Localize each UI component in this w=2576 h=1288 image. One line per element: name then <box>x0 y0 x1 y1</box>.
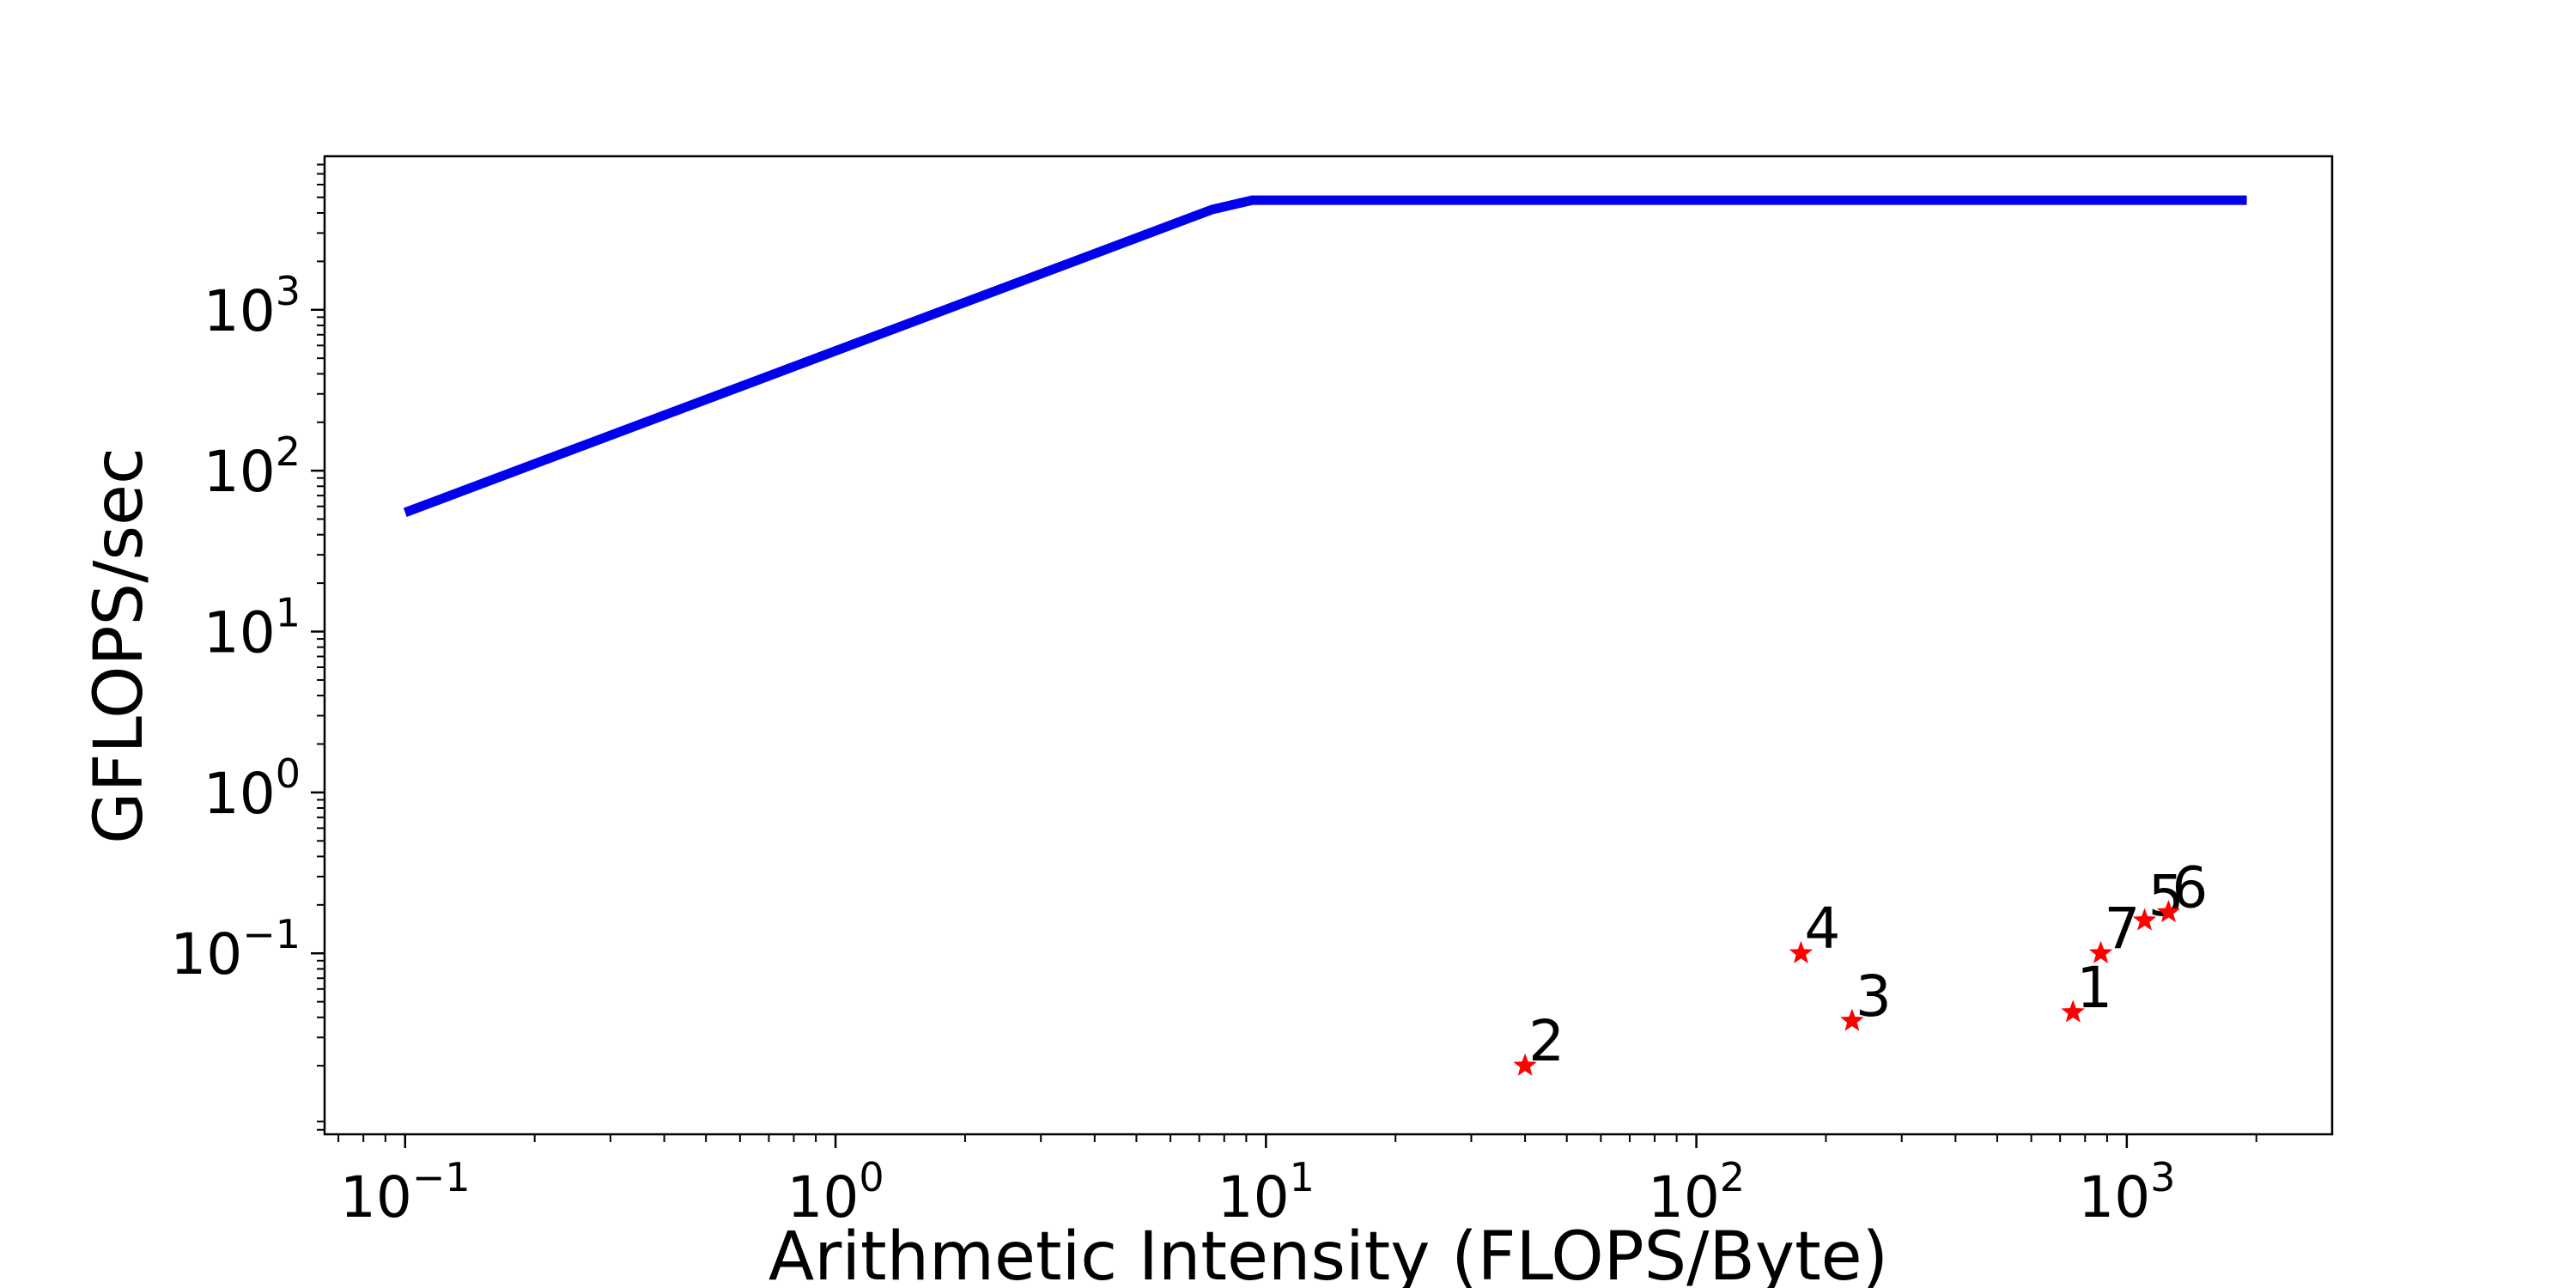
kernel-point-label-2: 2 <box>1528 1008 1564 1074</box>
major-ticks <box>311 308 2129 1148</box>
kernel-point-label-7: 7 <box>2105 896 2141 962</box>
y-tick-label: 10−1 <box>170 911 301 987</box>
plot-area <box>323 155 2334 1136</box>
kernel-point-2 <box>1513 1053 1537 1076</box>
kernel-point-3 <box>1840 1008 1864 1031</box>
kernel-point-6 <box>2156 899 2181 923</box>
x-axis-title: Arithmetic Intensity (FLOPS/Byte) <box>769 1218 1888 1288</box>
y-tick-label: 100 <box>204 750 301 827</box>
x-tick-label: 101 <box>1218 1154 1315 1230</box>
roofline-series-line <box>403 195 2247 517</box>
y-tick-label: 103 <box>204 268 301 344</box>
kernel-point-5 <box>2132 908 2157 931</box>
kernel-point-label-1: 1 <box>2076 955 2112 1021</box>
x-tick-label: 100 <box>787 1154 884 1230</box>
y-tick-label: 101 <box>204 590 301 666</box>
kernel-point-label-3: 3 <box>1856 963 1892 1030</box>
kernel-point-1 <box>2061 999 2085 1023</box>
kernel-point-label-4: 4 <box>1804 896 1840 962</box>
x-tick-label: 10−1 <box>340 1154 471 1230</box>
x-tick-label: 103 <box>2078 1154 2175 1230</box>
x-tick-label: 102 <box>1648 1154 1745 1230</box>
y-tick-label: 102 <box>204 428 301 505</box>
kernel-point-label-6: 6 <box>2172 854 2208 920</box>
minor-ticks <box>317 163 2257 1142</box>
kernel-point-7 <box>2088 940 2113 963</box>
series-layer <box>403 195 2247 517</box>
x-tick-labels: 10−1 100 101 102 103 <box>340 1154 2176 1230</box>
y-tick-labels: 10−1 100 101 102 103 <box>170 268 301 987</box>
y-axis-title: GFLOPS/sec <box>81 447 158 844</box>
kernel-point-4 <box>1789 940 1814 963</box>
